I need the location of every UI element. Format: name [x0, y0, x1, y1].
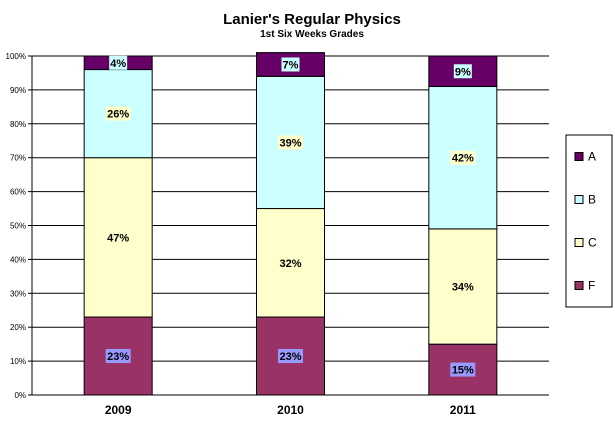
x-tick-label: 2009: [105, 403, 132, 417]
data-label-B-2009: 26%: [107, 109, 129, 121]
y-tick-label: 80%: [10, 120, 26, 129]
y-tick-label: 70%: [10, 154, 26, 163]
data-label-bg: [105, 106, 131, 121]
y-tick-label: 10%: [10, 357, 26, 366]
y-tick-label: 90%: [10, 86, 26, 95]
x-axis: 2009 2010 2011: [105, 403, 476, 417]
data-label-bg: [109, 55, 128, 70]
y-tick-label: 30%: [10, 289, 26, 298]
data-label-bg: [450, 362, 476, 377]
legend-box: [565, 134, 613, 308]
legend-label-C: C: [588, 236, 597, 250]
y-tick-label: 50%: [10, 222, 26, 231]
data-label-A-2010: 7%: [283, 59, 299, 71]
data-label-C-2011: 34%: [452, 282, 474, 294]
data-label-A-2011: 9%: [455, 66, 471, 78]
bars: [83, 52, 498, 396]
data-label-bg: [105, 230, 131, 245]
data-label-B-2011: 42%: [452, 153, 474, 165]
data-label-C-2009: 47%: [107, 232, 129, 244]
data-label-A-2009: 4%: [110, 58, 126, 70]
legend-label-B: B: [588, 193, 596, 207]
data-label-bg: [453, 64, 472, 79]
legend-label-F: F: [588, 279, 595, 293]
legend: A B C F: [565, 134, 613, 308]
y-tick-label: 100%: [6, 52, 26, 61]
x-tick-label: 2011: [450, 403, 476, 417]
y-tick-label: 60%: [10, 188, 26, 197]
data-label-bg: [450, 150, 476, 165]
legend-swatch-A: [574, 152, 584, 161]
chart-subtitle: 1st Six Weeks Grades: [260, 29, 364, 40]
data-label-bg: [278, 135, 303, 150]
x-tick-label: 2010: [277, 403, 304, 417]
data-label-bg: [278, 255, 303, 270]
data-label-B-2010: 39%: [279, 137, 301, 149]
legend-swatch-F: [574, 281, 584, 290]
data-label-bg: [105, 349, 131, 364]
data-label-C-2010: 32%: [279, 258, 301, 270]
y-tick-label: 0%: [14, 391, 26, 400]
data-label-F-2010: 23%: [279, 351, 301, 363]
data-labels: 23% 47% 26% 4% 23% 32% 39% 7% 15% 34% 42% 9%: [105, 55, 476, 377]
y-tick-label: 20%: [10, 323, 26, 332]
chart-title: Lanier's Regular Physics: [223, 11, 401, 28]
data-label-bg: [281, 57, 300, 72]
data-label-bg: [278, 349, 303, 364]
y-tick-label: 40%: [10, 255, 26, 264]
legend-swatch-C: [574, 238, 584, 247]
legend-swatch-B: [574, 195, 584, 204]
legend-label-A: A: [588, 150, 596, 164]
data-label-F-2011: 15%: [452, 365, 474, 377]
bar-segment-A-2011: [428, 55, 498, 88]
data-label-F-2009: 23%: [107, 351, 129, 363]
data-label-bg: [450, 279, 476, 294]
